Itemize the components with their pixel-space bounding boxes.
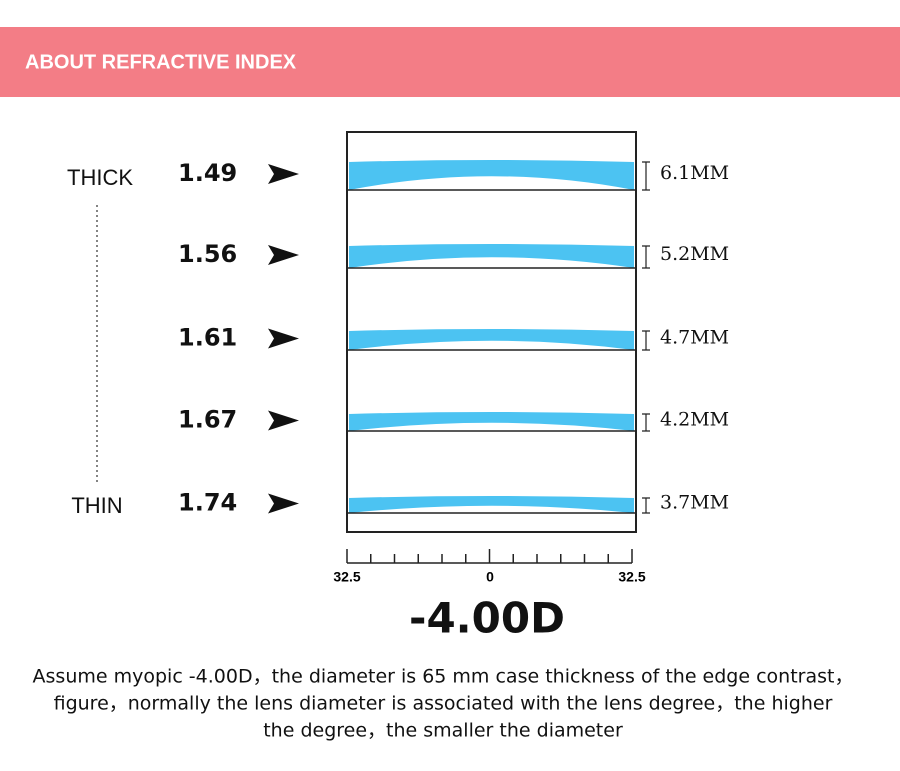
lens bbox=[349, 160, 634, 190]
arrow bbox=[268, 410, 299, 431]
thickness-marker bbox=[642, 413, 650, 432]
caption-line: figure，normally the lens diameter is ass… bbox=[54, 693, 833, 715]
lens bbox=[349, 244, 634, 268]
lens-row: 1.49 6.1MM bbox=[178, 159, 729, 191]
ruler-center: 0 bbox=[486, 569, 494, 585]
thick-label: THICK bbox=[67, 165, 133, 190]
edge-thickness: 4.2MM bbox=[660, 409, 729, 431]
caption-line: the degree，the smaller the diameter bbox=[263, 720, 623, 742]
ruler-right: 32.5 bbox=[618, 569, 645, 585]
lens-box bbox=[346, 131, 637, 533]
edge-thickness: 4.7MM bbox=[660, 327, 729, 349]
rows: 1.49 6.1MM 1.56 5.2MM 1.61 4.7MM 1.67 4.2MM 1.74… bbox=[178, 159, 729, 517]
header-band bbox=[0, 27, 900, 97]
refractive-index: 1.56 bbox=[178, 240, 237, 268]
lens bbox=[349, 496, 634, 513]
edge-thickness: 6.1MM bbox=[660, 162, 729, 184]
arrow bbox=[268, 493, 299, 514]
refractive-index: 1.67 bbox=[178, 406, 237, 434]
power: -4.00D bbox=[409, 594, 565, 643]
ruler: 32.5 0 32.5 bbox=[333, 549, 646, 585]
lens bbox=[349, 329, 634, 350]
lens-row: 1.67 4.2MM bbox=[178, 406, 729, 434]
header-title: ABOUT REFRACTIVE INDEX bbox=[25, 51, 297, 73]
refractive-index: 1.74 bbox=[178, 489, 237, 517]
refractive-index: 1.61 bbox=[178, 324, 237, 352]
arrow bbox=[268, 245, 299, 265]
thickness-marker bbox=[642, 161, 650, 191]
refractive-index: 1.49 bbox=[178, 159, 237, 187]
thickness-marker bbox=[642, 245, 650, 269]
edge-thickness: 3.7MM bbox=[660, 492, 729, 514]
lens bbox=[349, 412, 634, 431]
lens-row: 1.74 3.7MM bbox=[178, 489, 729, 517]
arrow bbox=[268, 164, 299, 184]
thickness-marker bbox=[642, 330, 650, 351]
arrow bbox=[268, 328, 299, 349]
thickness-marker bbox=[642, 497, 650, 514]
thin-label: THIN bbox=[71, 493, 122, 518]
caption-line: Assume myopic -4.00D，the diameter is 65 … bbox=[33, 666, 854, 688]
lens-row: 1.56 5.2MM bbox=[178, 240, 729, 269]
ruler-left: 32.5 bbox=[333, 569, 360, 585]
lens-row: 1.61 4.7MM bbox=[178, 324, 729, 352]
edge-thickness: 5.2MM bbox=[660, 243, 729, 265]
